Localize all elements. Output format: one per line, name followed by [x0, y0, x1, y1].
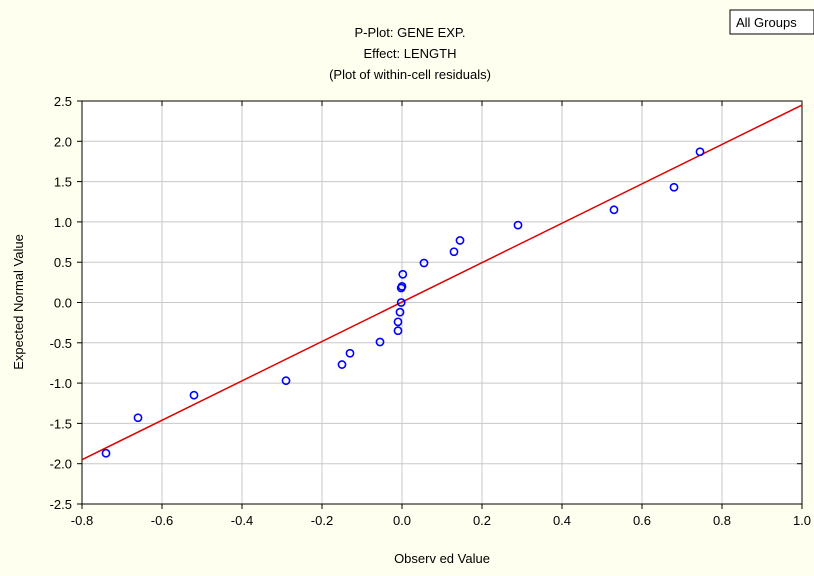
data-point: [337, 360, 347, 369]
data-point: [101, 448, 111, 458]
y-tick-label: -2.0: [50, 457, 72, 472]
y-axis-label: Expected Normal Value: [11, 234, 26, 370]
fit-line: [81, 104, 803, 461]
y-tick-label: -1.0: [50, 376, 72, 391]
y-tick-label: 2.5: [54, 94, 72, 109]
data-point: [189, 390, 199, 400]
x-tick-label: -0.2: [311, 513, 333, 528]
data-point: [396, 298, 406, 307]
data-point: [669, 182, 679, 192]
y-tick-label: -2.5: [50, 497, 72, 512]
x-tick-label: 0.4: [553, 513, 571, 528]
tick-labels: -0.8 -0.6 -0.4 -0.2 0.0 0.2 0.4 0.6 0.8 1.0 -2.5 -2…: [50, 94, 811, 528]
y-tick-label: 0.5: [54, 255, 72, 270]
x-tick-label: 0.2: [473, 513, 491, 528]
chart-title-line-2: Effect: LENGTH: [364, 46, 457, 61]
x-axis-label: Observ ed Value: [394, 551, 490, 566]
data-point: [281, 376, 291, 386]
y-tick-label: 1.5: [54, 175, 72, 190]
y-tick-label: 0.0: [54, 296, 72, 311]
data-point: [398, 269, 408, 279]
x-tick-label: -0.4: [231, 513, 253, 528]
y-tick-label: 1.0: [54, 215, 72, 230]
x-tick-label: 0.6: [633, 513, 651, 528]
y-tick-label: 2.0: [54, 134, 72, 149]
chart-title-line-3: (Plot of within-cell residuals): [329, 67, 491, 82]
data-point: [609, 205, 619, 215]
data-point: [455, 236, 465, 245]
grid: [81, 100, 803, 505]
x-tick-label: 1.0: [793, 513, 811, 528]
data-point: [513, 220, 523, 230]
y-tick-label: -0.5: [50, 336, 72, 351]
data-point: [419, 258, 429, 268]
data-point: [375, 337, 385, 347]
data-point: [449, 247, 459, 257]
x-tick-label: -0.6: [151, 513, 173, 528]
data-points: [101, 147, 705, 458]
legend-label: All Groups: [736, 15, 797, 30]
data-point: [393, 317, 403, 327]
x-tick-label: -0.8: [71, 513, 93, 528]
data-point: [133, 413, 143, 423]
x-tick-label: 0.8: [713, 513, 731, 528]
legend-box: All Groups: [729, 9, 814, 35]
y-tick-label: -1.5: [50, 416, 72, 431]
x-tick-label: 0.0: [393, 513, 411, 528]
data-point: [397, 281, 407, 291]
data-point: [695, 147, 705, 157]
chart-title-line-1: P-Plot: GENE EXP.: [354, 25, 465, 40]
data-point: [393, 326, 403, 336]
data-point: [395, 307, 405, 317]
fit-line-group: [81, 104, 803, 461]
data-point: [345, 348, 355, 358]
axes: [77, 100, 803, 509]
